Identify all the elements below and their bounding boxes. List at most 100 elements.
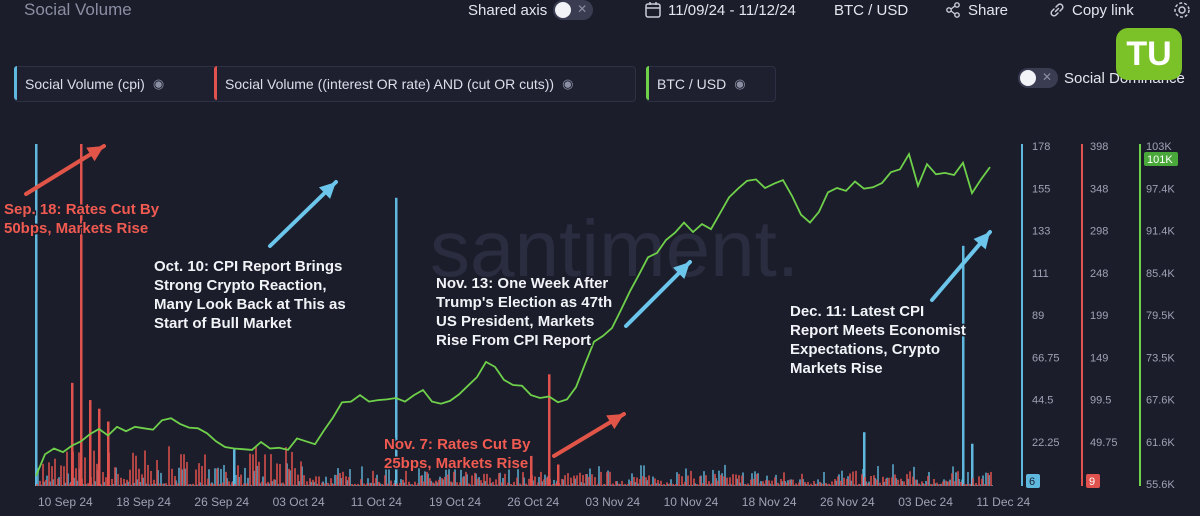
rate-noise-bar (792, 479, 794, 486)
rate-noise-bar (537, 482, 539, 486)
annotation-text: Dec. 11: Latest CPI (790, 303, 924, 320)
rate-noise-bar (729, 477, 731, 486)
x-tick-label: 26 Nov 24 (820, 495, 875, 509)
rate-noise-bar (132, 452, 134, 486)
rate-noise-bar (804, 481, 806, 486)
cpi-noise-bar (712, 469, 714, 486)
cpi-noise-bar (598, 466, 600, 486)
legend-item-rate-cut[interactable]: Social Volume ((interest OR rate) AND (c… (214, 66, 636, 102)
cpi-tick-label: 44.5 (1032, 395, 1053, 407)
close-icon: ✕ (1041, 70, 1052, 84)
rate-noise-bar (798, 482, 800, 486)
rate-noise-bar (636, 477, 638, 486)
rate-noise-bar (864, 477, 866, 486)
rate-noise-bar (63, 466, 65, 486)
date-range-button[interactable]: 11/09/24 - 11/12/24 (644, 0, 796, 20)
rate-noise-bar (948, 481, 950, 486)
annotation-text: Report Meets Economist (790, 322, 966, 339)
rate-noise-bar (492, 481, 494, 486)
shared-axis-control[interactable]: Shared axis ✕ (468, 0, 594, 20)
legend-label: Social Volume ((interest OR rate) AND (c… (225, 76, 555, 92)
legend-item-btc[interactable]: BTC / USD ◉ (646, 66, 776, 102)
rate-noise-bar (66, 451, 68, 486)
cpi-noise-bar (460, 469, 462, 486)
rate-noise-bar (312, 479, 314, 486)
rate-noise-bar (555, 483, 557, 486)
rate-noise-bar (369, 483, 371, 486)
rate-noise-bar (981, 478, 983, 486)
cpi-noise-bar (37, 467, 39, 486)
rate-noise-bar (327, 482, 329, 486)
rate-noise-bar (507, 482, 509, 486)
rate-noise-bar (621, 480, 623, 486)
cpi-spike-bar (863, 432, 866, 486)
rate-noise-bar (897, 479, 899, 486)
rate-noise-bar (699, 476, 701, 486)
rate-noise-bar (432, 482, 434, 486)
rate-noise-bar (183, 454, 185, 486)
rate-noise-bar (192, 483, 194, 486)
rate-noise-bar (840, 480, 842, 486)
pair-selector[interactable]: BTC / USD (834, 0, 908, 20)
rate-noise-bar (597, 483, 599, 486)
shared-axis-toggle[interactable]: ✕ (553, 0, 594, 20)
cpi-noise-bar (718, 470, 720, 486)
eye-icon[interactable]: ◉ (734, 76, 746, 91)
rate-noise-bar (945, 480, 947, 486)
rate-noise-bar (438, 479, 440, 486)
annotation-text: Nov. 13: One Week After (436, 275, 608, 292)
eye-icon[interactable]: ◉ (152, 76, 165, 91)
rate-noise-bar (924, 483, 926, 486)
eye-icon[interactable]: ◉ (562, 76, 574, 91)
legend-label: BTC / USD (657, 76, 727, 92)
rate-noise-bar (363, 483, 365, 486)
x-tick-label: 26 Oct 24 (507, 495, 559, 509)
rate-noise-bar (843, 477, 845, 486)
cpi-noise-bar (643, 465, 645, 486)
annotation-text: US President, Markets (436, 313, 594, 330)
rate-noise-bar (618, 483, 620, 486)
cpi-noise-bar (967, 471, 969, 486)
rate-noise-bar (630, 481, 632, 486)
rate-noise-bar (162, 483, 164, 486)
annotation-text: Nov. 7: Rates Cut By (384, 436, 531, 453)
cpi-noise-bar (235, 474, 237, 486)
cpi-spike-bar (35, 144, 38, 486)
rate-noise-bar (372, 470, 374, 486)
rate-tick-label: 99.5 (1090, 395, 1111, 407)
cpi-noise-bar (361, 466, 363, 486)
rate-noise-bar (345, 476, 347, 486)
shared-axis-label: Shared axis (468, 1, 548, 19)
rate-noise-bar (708, 481, 710, 486)
share-icon (946, 2, 960, 18)
rate-noise-bar (591, 474, 593, 486)
share-button[interactable]: Share (944, 0, 1008, 20)
rate-noise-bar (927, 475, 929, 486)
gear-icon (1174, 2, 1190, 18)
settings-button[interactable] (1172, 0, 1192, 20)
rate-noise-bar (969, 483, 971, 486)
rate-noise-bar (756, 474, 758, 486)
legend-item-cpi[interactable]: Social Volume (cpi) ◉ (14, 66, 218, 102)
cpi-spike-bar (233, 449, 236, 486)
rate-noise-bar (408, 481, 410, 486)
btc-tick-label: 103K (1146, 141, 1172, 153)
rate-noise-bar (900, 478, 902, 486)
cpi-tick-label: 155 (1032, 183, 1050, 195)
logo-text: TU (1126, 34, 1172, 73)
rate-noise-bar (561, 478, 563, 486)
cpi-noise-bar (685, 468, 687, 486)
annotation-text: Strong Crypto Reaction, (154, 277, 327, 294)
copy-link-button[interactable]: Copy link (1048, 0, 1134, 20)
rate-noise-bar (867, 483, 869, 486)
cpi-noise-bar (985, 472, 987, 486)
rate-noise-bar (297, 474, 299, 486)
x-tick-label: 19 Oct 24 (429, 495, 481, 509)
cpi-noise-bar (208, 469, 210, 486)
rate-noise-bar (198, 463, 200, 486)
rate-noise-bar (675, 483, 677, 486)
social-dominance-toggle[interactable]: ✕ (1018, 68, 1058, 88)
rate-noise-bar (120, 477, 122, 486)
cpi-noise-bar (670, 479, 672, 486)
rate-noise-bar (501, 482, 503, 486)
